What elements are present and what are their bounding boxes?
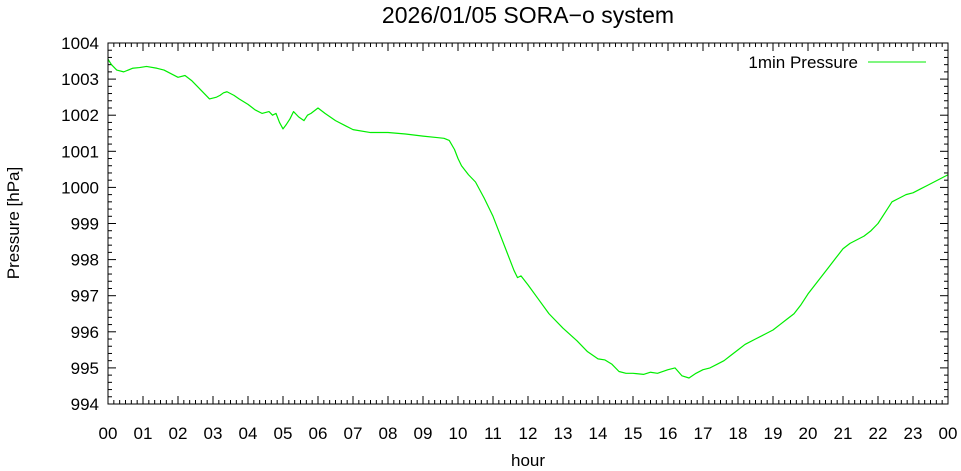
ticks-layer: 9949959969979989991000100110021003100400… <box>61 34 957 443</box>
series-line <box>107 58 949 379</box>
x-tick-label: 20 <box>799 424 818 443</box>
x-tick-label: 14 <box>589 424 608 443</box>
x-tick-label: 05 <box>274 424 293 443</box>
y-axis-title: Pressure [hPa] <box>4 167 23 279</box>
legend-label: 1min Pressure <box>748 53 858 72</box>
x-tick-label: 23 <box>904 424 923 443</box>
y-tick-label: 1000 <box>61 178 99 197</box>
y-tick-label: 997 <box>71 287 99 306</box>
y-tick-label: 1001 <box>61 142 99 161</box>
x-tick-label: 10 <box>449 424 468 443</box>
x-tick-label: 18 <box>729 424 748 443</box>
x-tick-label: 15 <box>624 424 643 443</box>
y-tick-label: 1002 <box>61 106 99 125</box>
x-tick-label: 06 <box>309 424 328 443</box>
x-tick-label: 03 <box>204 424 223 443</box>
x-tick-label: 00 <box>99 424 118 443</box>
series-layer <box>107 58 949 379</box>
x-tick-label: 16 <box>659 424 678 443</box>
x-tick-label: 04 <box>239 424 258 443</box>
x-tick-label: 02 <box>169 424 188 443</box>
y-tick-label: 999 <box>71 215 99 234</box>
x-tick-label: 11 <box>484 424 502 443</box>
x-tick-label: 12 <box>519 424 538 443</box>
x-tick-label: 00 <box>939 424 958 443</box>
x-tick-label: 21 <box>834 424 853 443</box>
y-tick-label: 994 <box>71 395 99 414</box>
y-tick-label: 998 <box>71 251 99 270</box>
legend: 1min Pressure <box>748 53 926 72</box>
y-tick-label: 995 <box>71 359 99 378</box>
y-tick-label: 996 <box>71 323 99 342</box>
x-tick-label: 09 <box>414 424 433 443</box>
x-tick-label: 22 <box>869 424 888 443</box>
x-tick-label: 17 <box>694 424 713 443</box>
x-tick-label: 07 <box>344 424 363 443</box>
plot-frame <box>107 42 949 405</box>
x-tick-label: 13 <box>554 424 573 443</box>
x-tick-label: 01 <box>134 424 153 443</box>
x-tick-label: 08 <box>379 424 398 443</box>
x-axis-title: hour <box>511 451 545 470</box>
y-tick-label: 1004 <box>61 34 99 53</box>
y-tick-label: 1003 <box>61 70 99 89</box>
x-tick-label: 19 <box>764 424 783 443</box>
chart-title: 2026/01/05 SORA−o system <box>382 2 674 28</box>
